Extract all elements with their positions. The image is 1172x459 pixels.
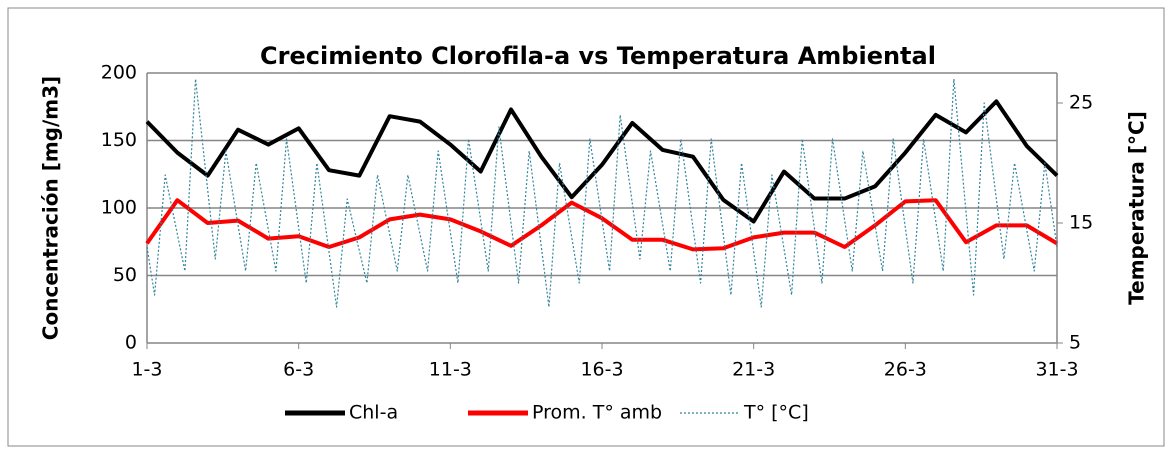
y2-tick-label: 5 bbox=[1069, 332, 1081, 354]
series-line bbox=[145, 99, 1059, 224]
x-tick-label: 21-3 bbox=[732, 359, 775, 381]
legend-label: Prom. T° amb bbox=[532, 402, 662, 424]
y2-axis-title: Temperatura [°C] bbox=[1125, 111, 1149, 305]
y-tick-label: 0 bbox=[125, 332, 137, 354]
chart-title: Crecimiento Clorofila-a vs Temperatura A… bbox=[260, 42, 936, 70]
x-tick-label: 26-3 bbox=[884, 359, 927, 381]
y-axis-title: Concentración [mg/m3] bbox=[39, 76, 63, 340]
x-tick-label: 1-3 bbox=[131, 359, 162, 381]
x-tick-label: 6-3 bbox=[283, 359, 314, 381]
x-tick-label: 16-3 bbox=[580, 359, 623, 381]
legend-label: Chl-a bbox=[349, 402, 398, 424]
y-tick-label: 100 bbox=[101, 197, 137, 219]
y-tick-label: 50 bbox=[113, 264, 137, 286]
y2-tick-label: 15 bbox=[1069, 212, 1093, 234]
chart-frame bbox=[7, 7, 1165, 447]
y2-tick-label: 25 bbox=[1069, 92, 1093, 114]
x-tick-label: 11-3 bbox=[429, 359, 472, 381]
x-tick-label: 31-3 bbox=[1035, 359, 1078, 381]
y-tick-label: 200 bbox=[101, 62, 137, 84]
legend-label: T° [°C] bbox=[743, 402, 809, 424]
series-line bbox=[146, 78, 1058, 308]
y-tick-label: 150 bbox=[101, 129, 137, 151]
